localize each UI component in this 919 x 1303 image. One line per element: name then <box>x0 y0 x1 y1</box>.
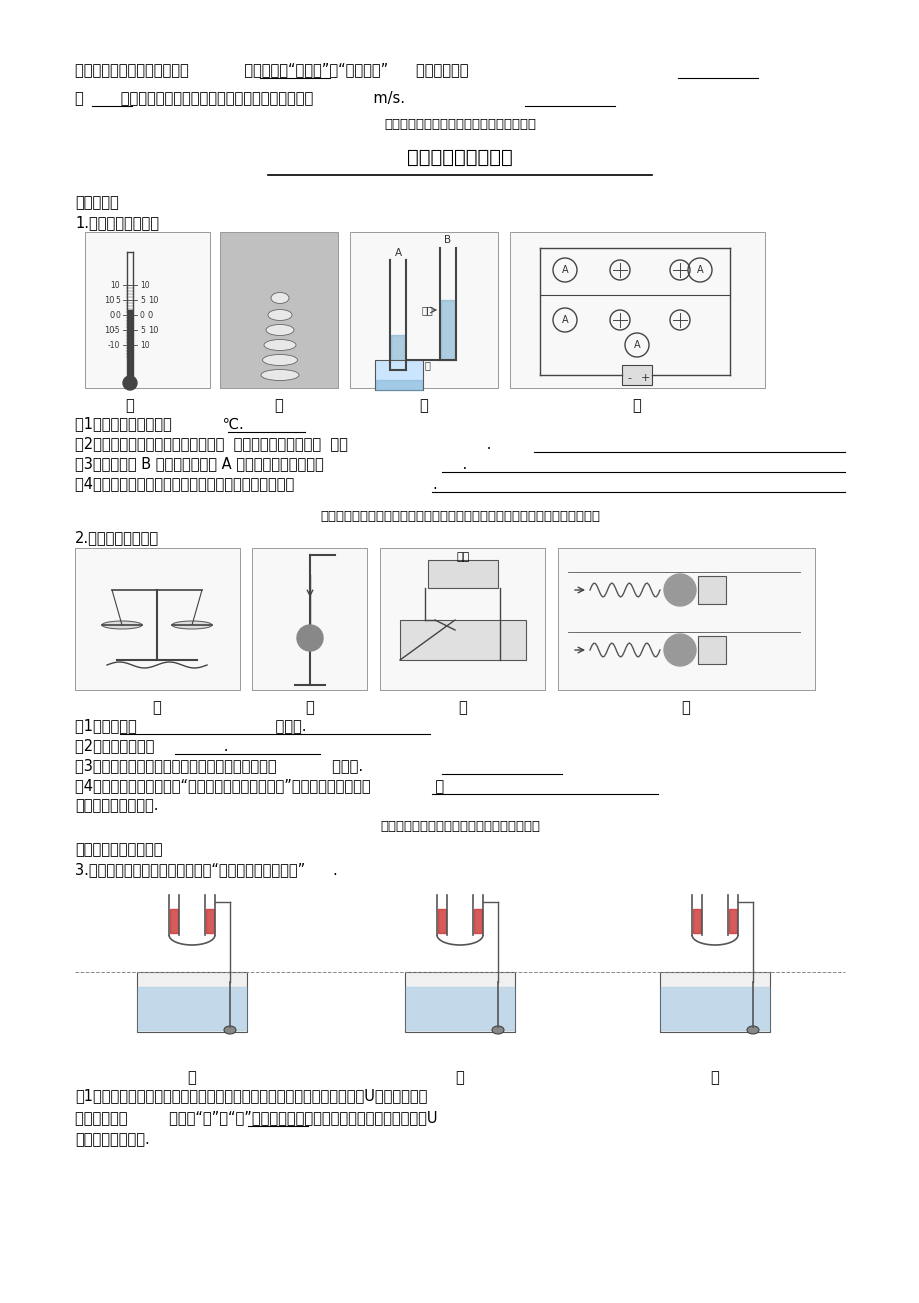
Text: +: + <box>640 373 649 383</box>
Text: 乙: 乙 <box>275 397 283 413</box>
Text: 乙: 乙 <box>305 700 314 715</box>
Text: （1）甲是根据                              制成的.: （1）甲是根据 制成的. <box>75 718 306 734</box>
Text: 丁: 丁 <box>632 397 641 413</box>
Text: 电源: 电源 <box>456 552 469 562</box>
Text: 丙: 丙 <box>419 397 428 413</box>
FancyBboxPatch shape <box>375 360 423 390</box>
Ellipse shape <box>223 1025 236 1035</box>
Text: （命题点：温度计读数、惯性、流体压强与流速的关系、并联电路电流的特点）: （命题点：温度计读数、惯性、流体压强与流速的关系、并联电路电流的特点） <box>320 509 599 523</box>
FancyBboxPatch shape <box>621 365 652 384</box>
FancyBboxPatch shape <box>427 560 497 588</box>
Text: 丙: 丙 <box>459 700 467 715</box>
Text: 京，飞往夏威夷．太阳能属于            能源（选填“可再生”或“不可再生”      ）；飞机是利: 京，飞往夏威夷．太阳能属于 能源（选填“可再生”或“不可再生” ）；飞机是利 <box>75 63 468 77</box>
Circle shape <box>123 377 137 390</box>
Text: 5: 5 <box>140 296 144 305</box>
FancyBboxPatch shape <box>349 232 497 388</box>
FancyBboxPatch shape <box>659 972 769 1032</box>
Text: 教材重点（拓张）实验: 教材重点（拓张）实验 <box>75 842 163 857</box>
Text: 乙: 乙 <box>455 1070 464 1085</box>
Text: 5: 5 <box>140 326 144 335</box>
Text: 10: 10 <box>140 340 150 349</box>
Text: 衡量弹性势能的大小.: 衡量弹性势能的大小. <box>75 797 158 813</box>
Text: 3.小李同学利用如图所示装置探究“液体内部压强的特点”      .: 3.小李同学利用如图所示装置探究“液体内部压强的特点” . <box>75 863 337 877</box>
Text: 0: 0 <box>140 310 144 319</box>
Text: 0: 0 <box>148 310 153 319</box>
Text: 丙: 丙 <box>709 1070 719 1085</box>
Text: 2.按要求完成填空：: 2.按要求完成填空： <box>75 530 159 545</box>
FancyBboxPatch shape <box>220 232 337 388</box>
Text: -5: -5 <box>112 326 119 335</box>
Text: （1）图甲测得的温度是           ℃.: （1）图甲测得的温度是 ℃. <box>75 416 244 431</box>
Text: 用        波和地面传递信息的，该波在真空中的传播速度是             m/s.: 用 波和地面传递信息的，该波在真空中的传播速度是 m/s. <box>75 90 404 106</box>
FancyBboxPatch shape <box>75 549 240 691</box>
Text: （命题点：能源的分类、电磁波及其传播）: （命题点：能源的分类、电磁波及其传播） <box>383 119 536 132</box>
FancyBboxPatch shape <box>137 972 246 1032</box>
Text: （2）图乙中下面棋子被快速打出后，  上面的棋子落回原处，  表明                              .: （2）图乙中下面棋子被快速打出后， 上面的棋子落回原处， 表明 . <box>75 437 491 451</box>
Text: （命题点：天平、内能、电与磁、弹性势能）: （命题点：天平、内能、电与磁、弹性势能） <box>380 820 539 833</box>
Text: （3）如图丙所示，该实验能探究通电导体在磁场中            面运动.: （3）如图丙所示，该实验能探究通电导体在磁场中 面运动. <box>75 758 363 773</box>
Text: 0: 0 <box>115 310 119 319</box>
FancyBboxPatch shape <box>85 232 210 388</box>
Text: 陕西重点题型猜押题: 陕西重点题型猜押题 <box>407 149 512 167</box>
Text: 0: 0 <box>109 310 115 319</box>
FancyBboxPatch shape <box>558 549 814 691</box>
Text: 1.按要求完成填空：: 1.按要求完成填空： <box>75 215 159 231</box>
Text: 甲: 甲 <box>153 700 161 715</box>
Ellipse shape <box>262 354 297 366</box>
Ellipse shape <box>264 340 296 351</box>
Circle shape <box>297 625 323 652</box>
FancyBboxPatch shape <box>252 549 367 691</box>
FancyBboxPatch shape <box>698 576 725 605</box>
Ellipse shape <box>102 622 142 629</box>
FancyBboxPatch shape <box>509 232 765 388</box>
Text: （4）图丁所示，该实验能探究出并联电路电流的特点是                              .: （4）图丁所示，该实验能探究出并联电路电流的特点是 . <box>75 476 437 491</box>
Text: （1）小李检查压强计的气密性时，用手指不论轻压还是重压橡皮膜，发现U形管两边液柱: （1）小李检查压强计的气密性时，用手指不论轻压还是重压橡皮膜，发现U形管两边液柱 <box>75 1088 427 1104</box>
Circle shape <box>664 575 696 606</box>
Text: 吹气: 吹气 <box>422 305 433 315</box>
Text: A: A <box>696 265 702 275</box>
FancyBboxPatch shape <box>380 549 544 691</box>
Text: 形管两边液面相平.: 形管两边液面相平. <box>75 1132 150 1147</box>
Text: 10: 10 <box>110 280 119 289</box>
Ellipse shape <box>271 292 289 304</box>
Circle shape <box>664 635 696 666</box>
Ellipse shape <box>267 310 291 321</box>
Ellipse shape <box>746 1025 758 1035</box>
Ellipse shape <box>172 622 211 629</box>
Text: A: A <box>562 315 568 324</box>
FancyBboxPatch shape <box>698 636 725 665</box>
Text: 甲: 甲 <box>126 397 134 413</box>
Text: -10: -10 <box>108 340 119 349</box>
Ellipse shape <box>266 324 294 335</box>
Text: B: B <box>444 235 451 245</box>
Text: A: A <box>394 248 401 258</box>
Text: 10: 10 <box>105 326 115 335</box>
Text: 基础小实验: 基础小实验 <box>75 195 119 210</box>
Ellipse shape <box>261 370 299 380</box>
Text: A: A <box>562 265 568 275</box>
Text: 10: 10 <box>148 326 158 335</box>
Text: （3）图丙中往 B 管中吹气，看到 A 管中的水面上升，说明                              .: （3）图丙中往 B 管中吹气，看到 A 管中的水面上升，说明 . <box>75 456 467 470</box>
Text: 丁: 丁 <box>681 700 689 715</box>
Text: -: - <box>627 373 630 383</box>
Text: 10: 10 <box>148 296 158 305</box>
FancyBboxPatch shape <box>400 620 526 661</box>
Text: 水: 水 <box>425 360 430 370</box>
Text: 甲: 甲 <box>187 1070 196 1085</box>
Text: 的高度差变化         （选填“大”或“小”），表明其气密性差．小李调节好压强计后，U: 的高度差变化 （选填“大”或“小”），表明其气密性差．小李调节好压强计后，U <box>75 1110 437 1124</box>
FancyBboxPatch shape <box>404 972 515 1032</box>
Text: A: A <box>633 340 640 351</box>
Text: 10: 10 <box>140 280 150 289</box>
Text: （4）如图丁所示，在探究“弹性势能与什么因素有关”的实验中，通过比较              来: （4）如图丁所示，在探究“弹性势能与什么因素有关”的实验中，通过比较 来 <box>75 778 444 794</box>
Text: 5: 5 <box>115 296 119 305</box>
Text: 10: 10 <box>105 296 115 305</box>
Ellipse shape <box>492 1025 504 1035</box>
Text: （2）图乙实验表明               .: （2）图乙实验表明 . <box>75 737 228 753</box>
